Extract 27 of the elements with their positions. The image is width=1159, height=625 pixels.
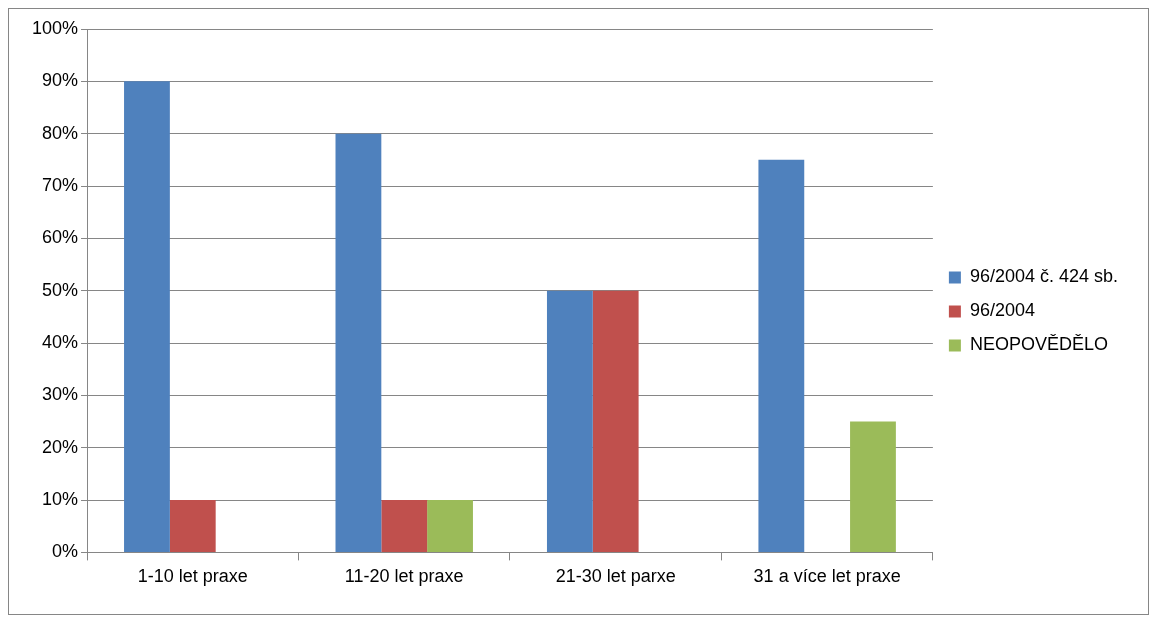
y-tick-label: 70%	[42, 174, 79, 195]
y-tick-label: 20%	[42, 436, 79, 457]
bar	[381, 500, 428, 552]
bar	[335, 133, 382, 552]
legend-label: 96/2004	[969, 300, 1035, 321]
y-tick-label: 0%	[52, 541, 79, 562]
bar	[169, 500, 216, 552]
y-tick-label: 40%	[42, 332, 79, 353]
y-tick-label: 90%	[42, 70, 79, 91]
bar	[124, 81, 170, 552]
y-tick-label: 60%	[42, 227, 79, 248]
y-tick-label: 50%	[42, 279, 79, 300]
y-tick-label: 80%	[42, 122, 79, 143]
y-tick-label: 100%	[31, 17, 79, 38]
legend-label: 96/2004 č. 424 sb.	[969, 266, 1119, 287]
y-tick-label: 30%	[42, 384, 79, 405]
legend-label: NEOPOVĚDĚLO	[969, 334, 1108, 355]
y-tick-label: 10%	[42, 489, 79, 510]
x-tick-label: 21-30 let parxe	[555, 566, 676, 587]
x-tick-label: 1-10 let praxe	[137, 566, 248, 587]
bar	[758, 159, 805, 552]
bar	[546, 290, 593, 552]
x-tick-label: 31 a více let praxe	[753, 566, 901, 587]
bar	[427, 500, 473, 552]
x-tick-label: 11-20 let praxe	[344, 566, 464, 587]
bar	[850, 421, 896, 552]
bar	[592, 290, 639, 552]
